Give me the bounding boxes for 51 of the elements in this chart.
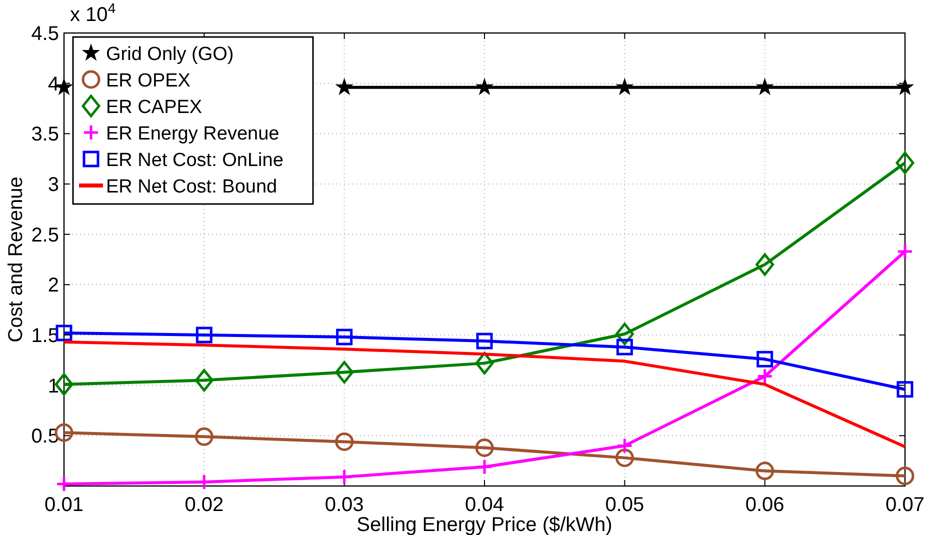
x-tick-label: 0.05 [605,494,644,516]
point [896,381,914,398]
point [896,78,914,94]
point [476,78,493,94]
point [476,458,493,476]
point [475,438,494,457]
x-tick-label: 0.02 [184,494,224,516]
legend-label: ER CAPEX [106,97,202,118]
point [756,253,774,276]
point [336,328,353,346]
point [756,368,774,385]
x-tick-label: 0.01 [44,494,84,516]
point [335,432,354,451]
legend-label: ER Net Cost: OnLine [106,150,284,171]
x-tick-label: 0.03 [324,494,364,516]
y-tick-label: 4.5 [31,23,59,45]
point [196,326,212,344]
point [476,332,493,350]
point [336,78,352,94]
point [896,152,914,174]
y-tick-label: 1 [48,375,59,398]
point [194,427,214,446]
point [896,466,914,486]
y-tick-label: 2 [48,274,59,297]
point [616,338,633,356]
y-tick-label: 2.5 [31,224,59,246]
point [896,243,914,260]
point [756,462,774,480]
point [616,78,633,94]
x-tick-label: 0.04 [465,494,504,516]
point [196,474,212,490]
y-tick-label: 4 [48,73,59,96]
legend-label: ER Energy Revenue [106,124,280,144]
y-axis-title: Cost and Revenue [5,176,27,342]
y-tick-label: 3 [48,174,59,196]
point [56,476,72,492]
point [335,360,354,384]
legend-label: ER OPEX [106,70,191,92]
point [194,369,214,392]
point [756,350,774,368]
point [756,78,773,94]
text: x 10$^{4}$ [70,0,116,26]
x-tick-label: 0.07 [886,494,924,516]
point [615,448,634,468]
legend-label: ER Net Cost: Bound [106,176,278,198]
legend-label: Grid Only (GO) [106,44,234,65]
x-axis-title: Selling Energy Price ($/kWh) [356,514,612,535]
y-tick-label: 3.5 [31,124,59,146]
point [616,437,633,454]
point [336,468,353,486]
x-tick-label: 0.06 [745,494,784,516]
